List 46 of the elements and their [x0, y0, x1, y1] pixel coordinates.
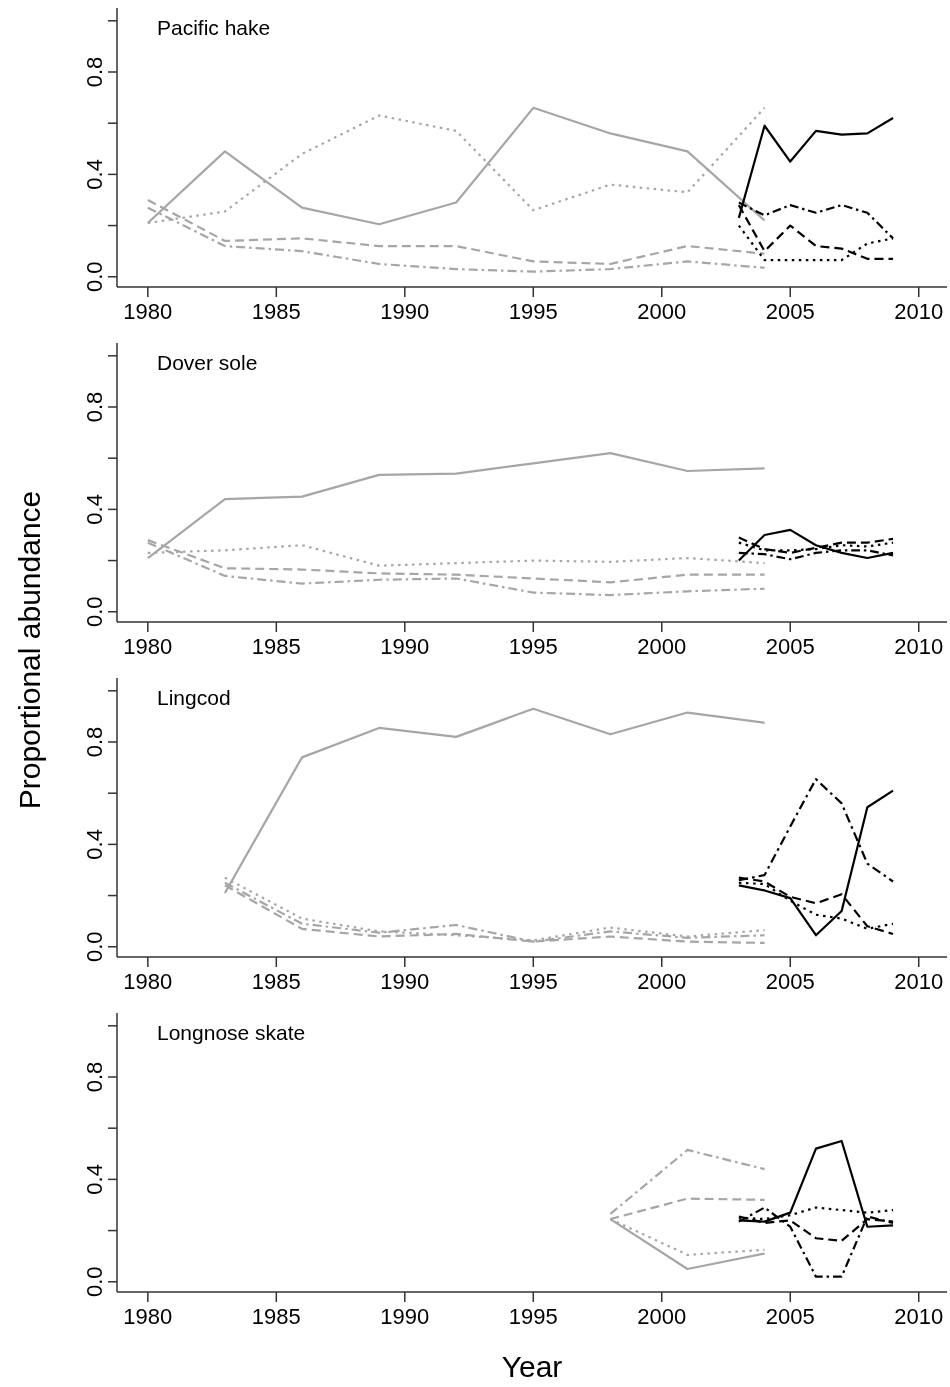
x-tick-label: 2000: [637, 298, 687, 324]
x-tick-label: 1985: [251, 298, 301, 324]
x-tick-label: 1995: [508, 968, 558, 994]
x-tick-label: 2010: [894, 968, 944, 994]
y-tick-label: 0.0: [81, 261, 107, 293]
x-tick-label: 1990: [380, 633, 430, 659]
x-tick-label: 2005: [765, 633, 815, 659]
x-tick-label: 2000: [637, 968, 687, 994]
y-tick-label: 0.8: [81, 1061, 107, 1093]
y-tick-label: 0.8: [81, 56, 107, 88]
chart-title: Lingcod: [157, 686, 231, 710]
x-tick-label: 1985: [251, 1303, 301, 1329]
x-tick-label: 2000: [637, 1303, 687, 1329]
x-tick-label: 1995: [508, 633, 558, 659]
y-tick-label: 0.0: [81, 931, 107, 963]
y-tick-label: 0.4: [81, 494, 107, 525]
y-tick-label: 0.8: [81, 726, 107, 758]
x-tick-label: 2010: [894, 298, 944, 324]
x-tick-label: 1980: [123, 968, 173, 994]
y-tick-label: 0.4: [81, 829, 107, 860]
x-tick-label: 2005: [765, 1303, 815, 1329]
x-tick-label: 2005: [765, 298, 815, 324]
x-tick-label: 1995: [508, 1303, 558, 1329]
y-tick-label: 0.0: [81, 596, 107, 628]
x-tick-label: 2000: [637, 633, 687, 659]
y-tick-label: 0.4: [81, 1164, 107, 1195]
chart-title: Longnose skate: [157, 1021, 306, 1045]
x-tick-label: 1980: [123, 298, 173, 324]
x-tick-label: 2005: [765, 968, 815, 994]
x-tick-label: 1980: [123, 1303, 173, 1329]
y-tick-label: 0.4: [81, 159, 107, 190]
x-tick-label: 1990: [380, 1303, 430, 1329]
chart-title: Pacific hake: [157, 16, 271, 40]
x-tick-label: 1995: [508, 298, 558, 324]
x-tick-label: 1985: [251, 633, 301, 659]
y-axis-title: Proportional abundance: [13, 490, 47, 810]
x-tick-label: 1990: [380, 968, 430, 994]
x-tick-label: 1990: [380, 298, 430, 324]
x-tick-label: 1980: [123, 633, 173, 659]
x-tick-label: 1985: [251, 968, 301, 994]
y-tick-label: 0.0: [81, 1266, 107, 1298]
y-tick-label: 0.8: [81, 391, 107, 423]
x-tick-label: 2010: [894, 1303, 944, 1329]
x-axis-title: Year: [500, 1350, 564, 1384]
chart-title: Dover sole: [157, 351, 258, 375]
x-tick-label: 2010: [894, 633, 944, 659]
